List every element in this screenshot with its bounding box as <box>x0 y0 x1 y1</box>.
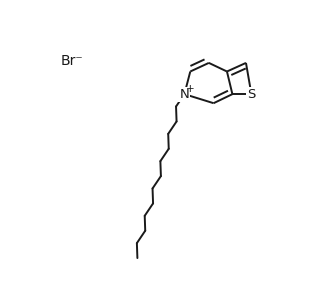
Text: Br⁻: Br⁻ <box>61 54 83 68</box>
Text: S: S <box>247 88 256 101</box>
Text: +: + <box>186 84 195 94</box>
Text: N: N <box>179 88 189 101</box>
